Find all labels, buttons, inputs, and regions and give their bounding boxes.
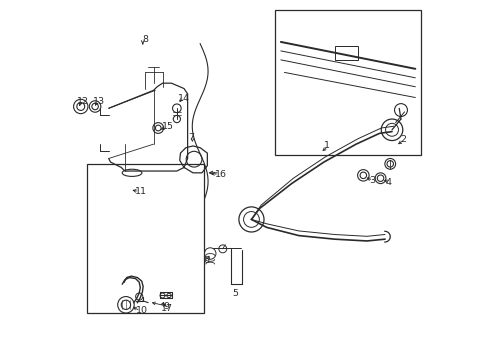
Text: 3: 3 [368, 176, 375, 185]
Bar [275, 10, 421, 155]
Text: 7: 7 [188, 133, 195, 142]
Text: 13: 13 [93, 97, 105, 106]
Text: 5: 5 [232, 289, 239, 298]
Text: 16: 16 [215, 170, 226, 179]
Bar [87, 164, 204, 313]
Text: 14: 14 [178, 94, 190, 103]
Text: 12: 12 [76, 97, 89, 106]
Text: 1: 1 [324, 141, 330, 150]
Text: 4: 4 [386, 178, 392, 187]
Text: 17: 17 [161, 303, 173, 312]
Text: 6: 6 [204, 256, 210, 265]
Text: 9: 9 [163, 302, 169, 311]
Text: 11: 11 [135, 187, 147, 196]
Text: 2: 2 [400, 135, 406, 144]
Text: 8: 8 [143, 35, 149, 44]
Text: 10: 10 [136, 306, 148, 315]
Text: 15: 15 [162, 122, 174, 131]
Bar [335, 46, 358, 60]
